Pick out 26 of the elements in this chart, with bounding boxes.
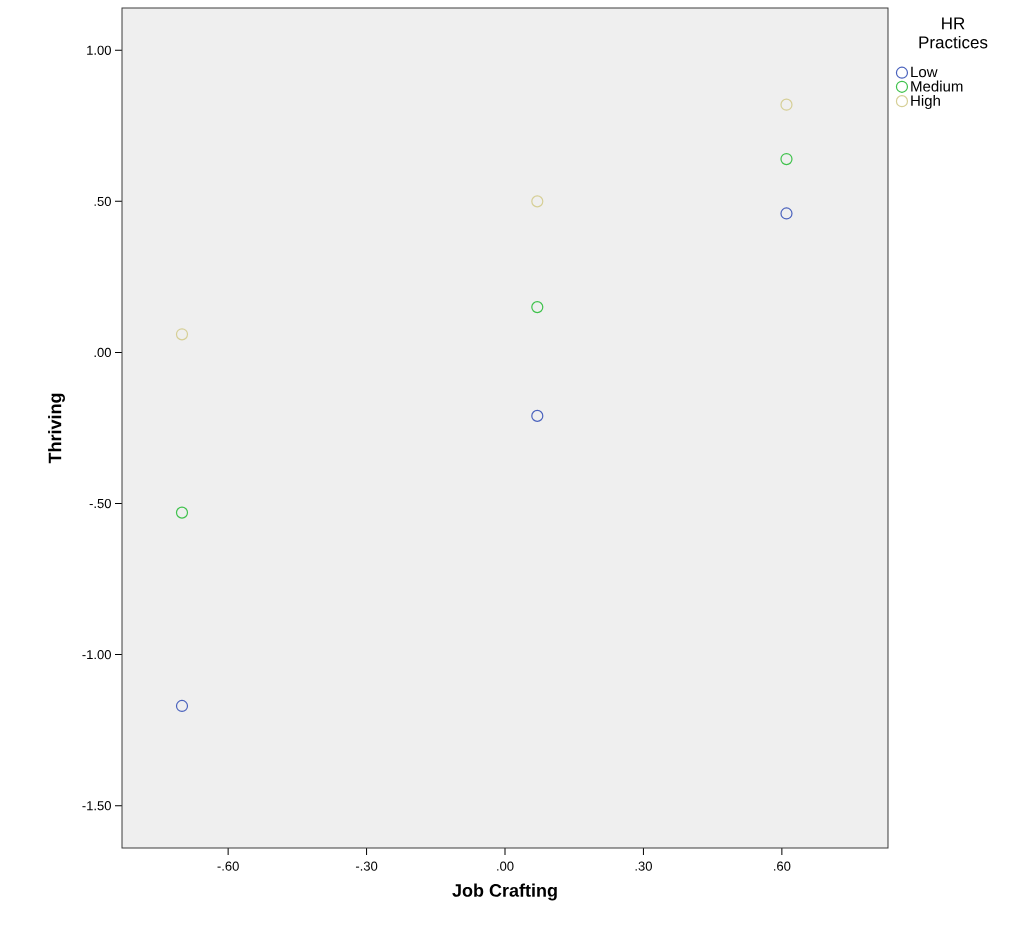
y-tick-label: .50 bbox=[94, 196, 111, 206]
y-tick-label: .00 bbox=[94, 347, 111, 358]
point bbox=[175, 328, 189, 341]
point bbox=[175, 699, 189, 713]
point bbox=[531, 301, 544, 314]
y-tick-label: -1.50 bbox=[82, 801, 111, 811]
y-tick-label: 1.00 bbox=[87, 45, 111, 55]
legend-label: Low bbox=[911, 66, 938, 78]
point bbox=[531, 195, 544, 208]
point bbox=[531, 409, 544, 422]
point bbox=[780, 98, 793, 111]
y-tick-label: -.50 bbox=[89, 498, 111, 509]
legend-title: HR Practices bbox=[919, 17, 988, 49]
x-tick-label: .30 bbox=[635, 861, 652, 871]
x-tick-label: -.60 bbox=[217, 861, 239, 871]
y-axis-title: Thriving bbox=[48, 393, 65, 464]
point bbox=[175, 506, 189, 519]
legend-label: Medium bbox=[911, 80, 963, 92]
x-tick-label: -.30 bbox=[355, 861, 378, 871]
y-tick-label: -1.00 bbox=[82, 650, 111, 660]
point bbox=[780, 152, 793, 166]
point bbox=[780, 207, 793, 220]
x-tick-label: .60 bbox=[774, 861, 791, 871]
x-tick-label: .00 bbox=[497, 861, 514, 871]
legend-label: High bbox=[911, 94, 940, 109]
x-axis-title: Job Crafting bbox=[452, 883, 557, 901]
